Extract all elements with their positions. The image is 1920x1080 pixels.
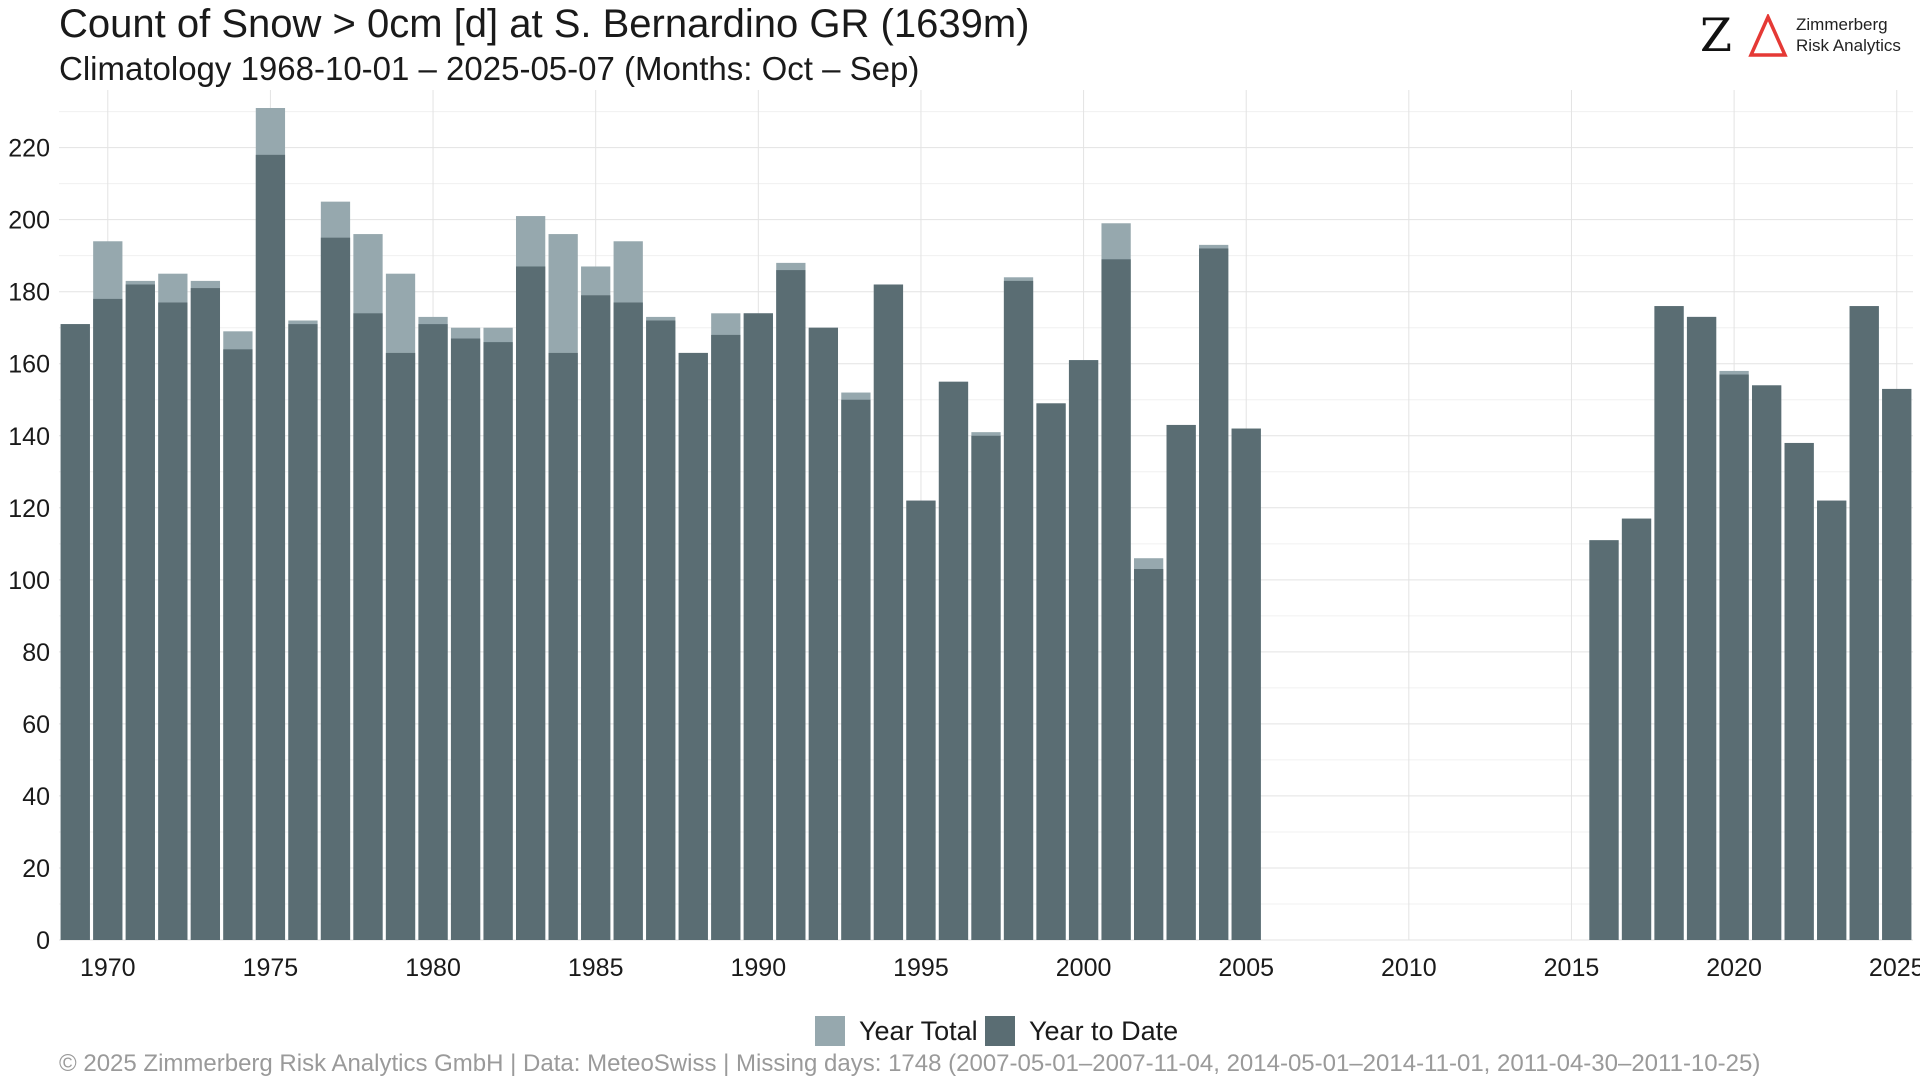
bar-year-to-date-1977	[320, 237, 351, 940]
bar-year-to-date-2023	[1817, 500, 1847, 940]
y-axis-tick-labels: 0 20 40 60 80 100 120 140 160 180 200 220	[8, 135, 50, 955]
logo-z-mark: Z	[1700, 8, 1732, 62]
footer-credits: © 2025 Zimmerberg Risk Analytics GmbH | …	[59, 1050, 1761, 1077]
y-tick-label: 140	[8, 423, 50, 451]
bar-year-to-date-2022	[1784, 442, 1814, 940]
bar-year-to-date-2003	[1166, 424, 1196, 940]
x-tick-label: 1990	[731, 954, 787, 982]
x-tick-label: 2015	[1544, 954, 1600, 982]
y-tick-label: 60	[22, 711, 50, 739]
bar-year-to-date-1973	[190, 288, 221, 940]
x-tick-label: 2005	[1218, 954, 1274, 982]
bar-year-to-date-1989	[711, 334, 741, 940]
bar-year-to-date-1995	[906, 500, 936, 940]
y-tick-label: 100	[8, 567, 50, 595]
y-tick-label: 160	[8, 351, 50, 379]
bar-year-to-date-1970	[93, 298, 123, 940]
bar-year-to-date-1998	[1003, 280, 1034, 940]
bar-year-to-date-1993	[841, 399, 871, 941]
legend-item-year-to-date: Year to Date	[985, 1014, 1178, 1048]
bar-year-to-date-2016	[1589, 540, 1619, 940]
bar-year-to-date-1991	[776, 270, 806, 941]
bar-year-to-date-1972	[158, 302, 188, 940]
bar-year-to-date-2025	[1882, 388, 1912, 940]
x-tick-label: 1980	[405, 954, 461, 982]
legend-swatch-year-to-date	[985, 1016, 1015, 1046]
bar-year-to-date-2024	[1849, 306, 1879, 940]
y-tick-label: 40	[22, 783, 50, 811]
x-tick-label: 2010	[1381, 954, 1437, 982]
logo-delta-icon	[1748, 14, 1788, 57]
bar-year-to-date-1978	[353, 313, 383, 941]
x-tick-label: 1995	[893, 954, 949, 982]
bar-year-to-date-1996	[938, 381, 969, 940]
bar-year-to-date-2021	[1751, 385, 1782, 940]
logo-name: Zimmerberg Risk Analytics	[1796, 14, 1901, 56]
bar-year-to-date-1990	[743, 313, 773, 941]
chart-subtitle: Climatology 1968-10-01 – 2025-05-07 (Mon…	[59, 50, 920, 87]
bar-year-to-date-1974	[223, 349, 253, 940]
x-tick-label: 1985	[568, 954, 624, 982]
legend-label-year-total: Year Total	[859, 1015, 978, 1046]
y-tick-label: 120	[8, 495, 50, 523]
y-tick-label: 200	[8, 207, 50, 235]
chart-legend: Year Total Year to Date	[0, 1014, 1920, 1048]
company-logo: Z Zimmerberg Risk Analytics	[1700, 8, 1910, 62]
legend-label-year-to-date: Year to Date	[1029, 1015, 1179, 1046]
y-tick-label: 0	[36, 927, 50, 955]
y-tick-label: 20	[22, 855, 50, 883]
bar-year-to-date-2002	[1133, 569, 1164, 940]
x-tick-label: 2000	[1056, 954, 1112, 982]
bar-year-to-date-2005	[1231, 428, 1261, 940]
x-tick-label: 1970	[80, 954, 136, 982]
bar-year-to-date-1985	[581, 295, 611, 940]
bar-year-to-date-2004	[1199, 248, 1229, 940]
bar-year-to-date-1979	[385, 352, 416, 941]
bar-year-to-date-1988	[678, 352, 708, 941]
bar-year-to-date-1999	[1036, 403, 1066, 941]
logo-name-line1: Zimmerberg	[1796, 15, 1888, 34]
bar-year-to-date-1987	[646, 320, 676, 940]
bar-year-to-date-1980	[418, 324, 448, 940]
y-tick-label: 220	[8, 135, 50, 163]
bar-year-to-date-1975	[255, 154, 286, 940]
y-tick-label: 180	[8, 279, 50, 307]
bar-year-to-date-1992	[808, 327, 839, 940]
legend-item-year-total: Year Total	[815, 1014, 978, 1048]
x-tick-label: 2025	[1869, 954, 1920, 982]
logo-name-line2: Risk Analytics	[1796, 36, 1901, 55]
bar-year-to-date-2001	[1101, 259, 1131, 940]
x-tick-label: 2020	[1706, 954, 1762, 982]
bar-year-to-date-1997	[971, 435, 1001, 940]
bar-year-to-date-1976	[288, 324, 318, 940]
bar-year-to-date-2018	[1654, 306, 1684, 940]
bar-year-to-date-1994	[873, 284, 904, 940]
bar-year-to-date-1984	[548, 352, 578, 941]
y-tick-label: 80	[22, 639, 50, 667]
chart-title: Count of Snow > 0cm [d] at S. Bernardino…	[59, 2, 1030, 46]
legend-swatch-year-total	[815, 1016, 845, 1046]
bar-year-to-date-1982	[483, 342, 513, 940]
bar-year-to-date-1986	[613, 302, 643, 940]
bar-year-to-date-1981	[450, 338, 481, 940]
bar-year-to-date-2019	[1686, 316, 1717, 941]
x-axis-tick-labels: 1970 1975 1980 1985 1990 1995 2000 2005 2010 2015…	[80, 954, 1920, 982]
bar-year-to-date-1969	[60, 324, 90, 940]
bar-year-to-date-1983	[515, 266, 546, 941]
x-tick-label: 1975	[243, 954, 299, 982]
bar-year-to-date-2020	[1719, 374, 1749, 940]
bar-year-to-date-1971	[125, 284, 155, 940]
bar-year-to-date-2000	[1068, 360, 1099, 941]
year-to-date-bars	[60, 154, 1912, 941]
bar-year-to-date-2017	[1621, 518, 1652, 940]
